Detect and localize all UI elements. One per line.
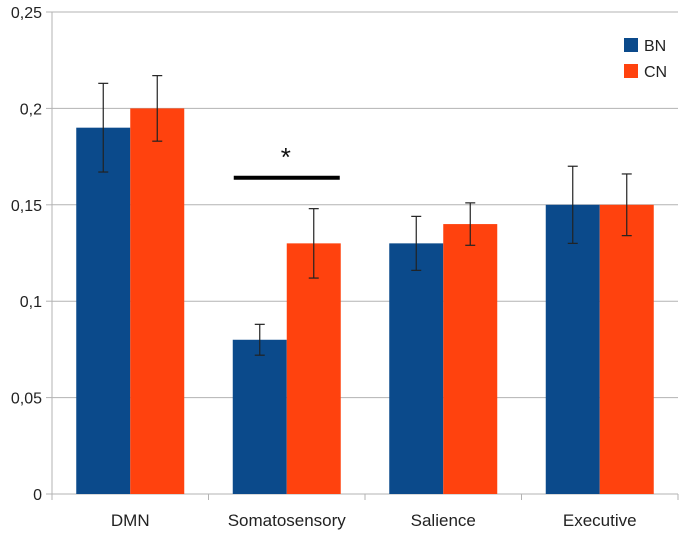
bar-cn-somatosensory [286,243,341,494]
legend-label-cn: CN [644,64,667,81]
y-axis-ticks: 0 0,05 0,1 0,15 0,2 0,25 [11,5,52,504]
significance-star: * [281,142,291,172]
x-category-label: Executive [563,511,637,530]
legend-swatch-bn [624,38,638,52]
bar-bn-salience [389,243,444,494]
bar-cn-salience [443,224,498,494]
bar-cn-executive [599,204,654,495]
legend: BN CN [624,38,667,81]
legend-label-bn: BN [644,38,666,55]
bar-bn-executive [545,204,600,495]
y-tick-label: 0,05 [11,391,42,408]
x-category-label: Somatosensory [228,511,347,530]
bar-bn-dmn [76,127,131,495]
error-bars [98,75,632,356]
legend-swatch-cn [624,64,638,78]
y-tick-label: 0,15 [11,198,42,215]
y-tick-label: 0,2 [20,101,42,118]
x-axis-labels: DMN Somatosensory Salience Executive [111,511,637,530]
bars [76,108,654,495]
y-tick-label: 0 [33,487,42,504]
bar-bn-somatosensory [232,339,287,494]
x-category-label: Salience [411,511,476,530]
y-tick-label: 0,1 [20,294,42,311]
y-tick-label: 0,25 [11,5,42,22]
significance-annotation: * [233,142,340,180]
x-category-label: DMN [111,511,150,530]
bar-cn-dmn [130,108,185,495]
